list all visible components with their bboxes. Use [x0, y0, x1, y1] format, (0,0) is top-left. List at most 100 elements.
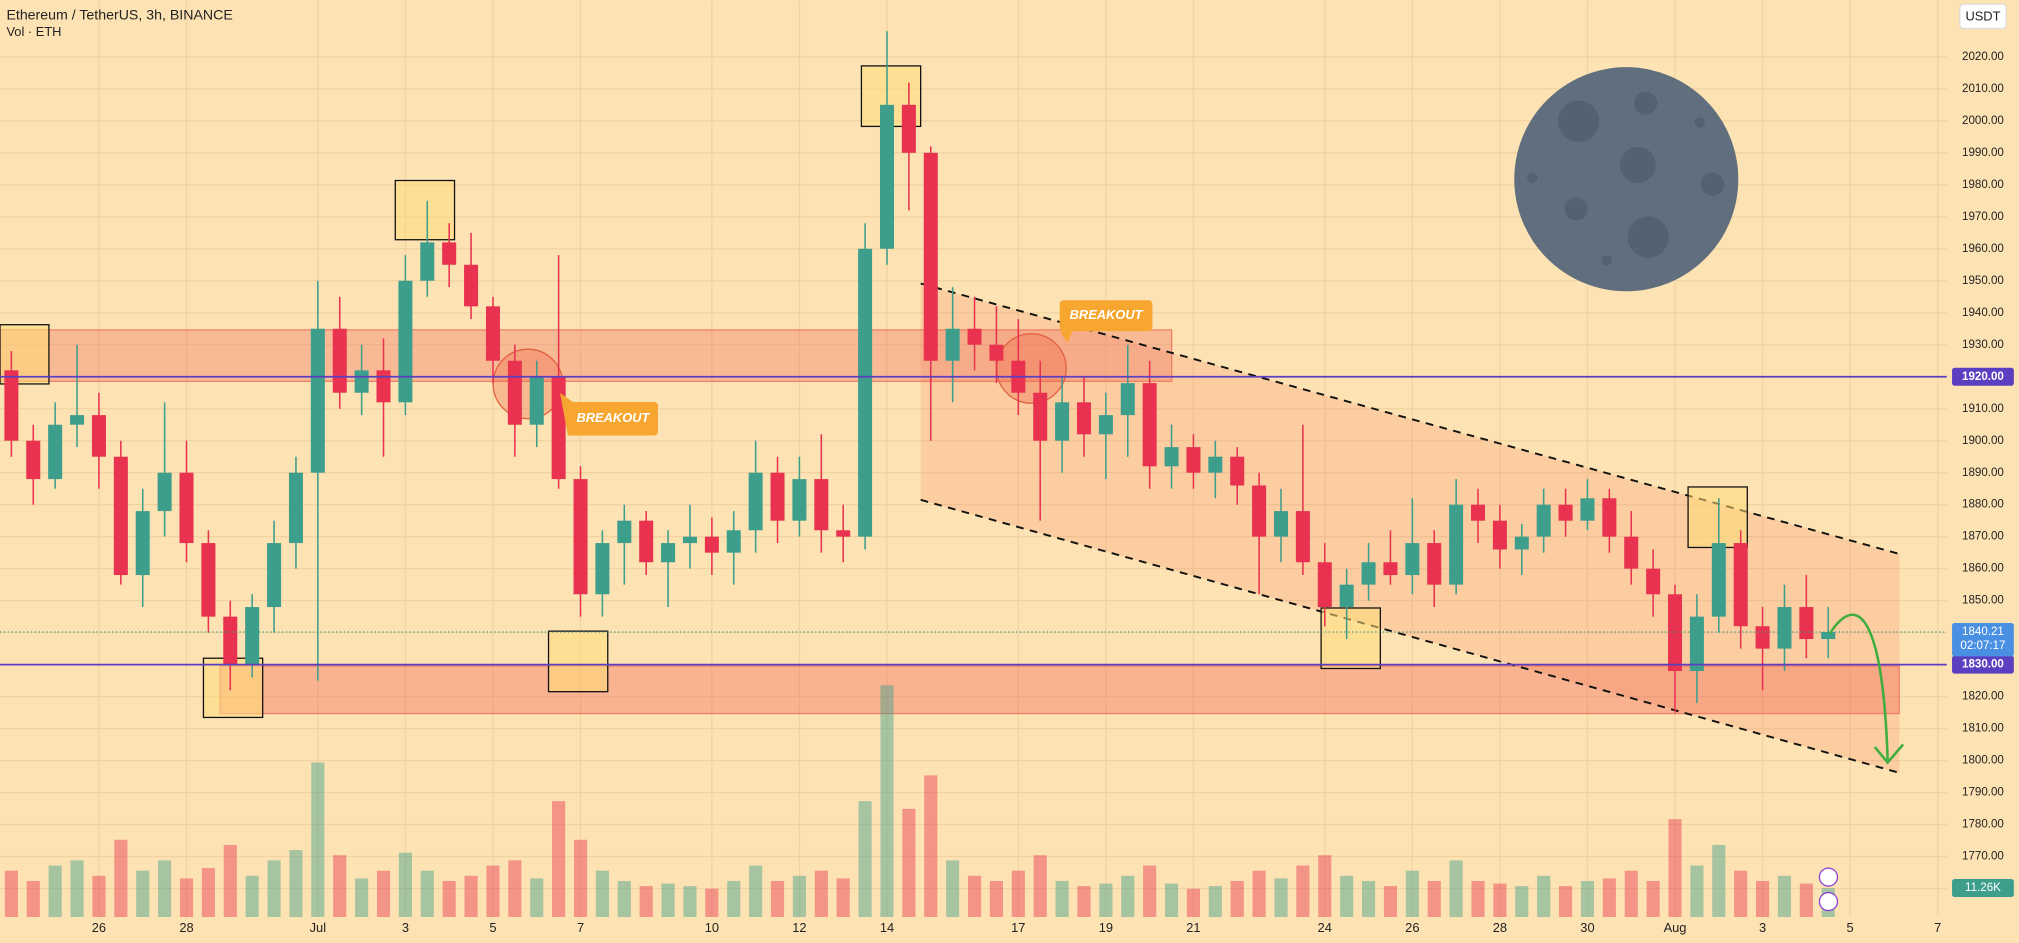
forecast-arrow [1828, 613, 1889, 760]
candle-body [704, 536, 719, 553]
currency[interactable]: USDT [1965, 8, 2000, 23]
overlay: 1760.001770.001780.001790.001800.001810.… [92, 51, 2014, 935]
icon[interactable] [1818, 891, 1839, 912]
y-tick-label: 2020.00 [1962, 51, 2004, 63]
candle-body [223, 616, 238, 665]
volume-bar [924, 775, 938, 918]
box [394, 179, 456, 241]
volume-bar [1559, 886, 1573, 918]
volume-bar [4, 870, 18, 918]
volume-bar [1252, 870, 1266, 918]
volume-bar [727, 880, 741, 918]
x-tick-label: 19 [1099, 920, 1113, 935]
volume-bar [245, 875, 259, 918]
volume-label: 11.26K [1965, 882, 2001, 894]
y-tick-label: 1900.00 [1962, 435, 2004, 447]
candle-body [332, 328, 347, 393]
volume-bar [661, 883, 675, 918]
candle-body [661, 543, 676, 563]
y-tick-label: 1820.00 [1962, 691, 2004, 703]
candle-body [1602, 498, 1617, 537]
candle-body [1536, 504, 1551, 537]
candle-body [485, 306, 500, 361]
level-label-bg [1952, 655, 2014, 674]
candle-body [1471, 504, 1486, 521]
candle-body [1821, 631, 1836, 640]
y-tick-label: 1860.00 [1962, 563, 2004, 575]
candle-body [179, 472, 194, 544]
candle-body [1383, 562, 1398, 576]
y-tick-label: 2010.00 [1962, 83, 2004, 95]
candle-body [4, 370, 19, 441]
callout-tail [1059, 331, 1073, 343]
volume-bar [880, 685, 894, 918]
volume-bar [1011, 870, 1025, 918]
y-tick-label: 1800.00 [1962, 755, 2004, 767]
volume-bar [289, 850, 303, 918]
candle-body [858, 248, 873, 537]
volume-bar [1471, 880, 1485, 918]
price-scale [1946, 0, 2019, 943]
candle-body [1514, 536, 1529, 550]
y-tick-label: 1810.00 [1962, 723, 2004, 735]
volume-bar [1055, 880, 1069, 918]
y-tick-label: 1850.00 [1962, 595, 2004, 607]
last-price-label: 1840.21 [1962, 626, 2004, 638]
volume-bar [92, 875, 106, 918]
box [1687, 486, 1748, 549]
candle-body [1317, 562, 1332, 608]
x-tick-label: 26 [1405, 920, 1419, 935]
candle-body [967, 328, 982, 345]
volume-bar [989, 880, 1003, 918]
icon[interactable] [1818, 867, 1839, 887]
candle-body [354, 370, 369, 393]
candle-body [1273, 511, 1289, 537]
volume-bar [683, 886, 697, 918]
channel [920, 283, 1900, 773]
volume-bar [70, 860, 84, 918]
volume-label-bg [1952, 879, 2014, 898]
candle-body [507, 360, 522, 425]
candle-body [1689, 616, 1704, 672]
x-tick-label: 5 [489, 920, 496, 935]
level-label-bg [1952, 367, 2014, 386]
volume-bar [398, 852, 412, 918]
volume-bar [1602, 878, 1616, 918]
x-tick-label: 28 [1493, 920, 1507, 935]
volume-bar [946, 860, 960, 918]
candle-body [398, 280, 413, 403]
candle-body [551, 376, 566, 480]
volume-bar [486, 865, 500, 918]
volume-bar [902, 808, 916, 918]
volume-bar [1493, 883, 1507, 918]
x-tick-label: 5 [1847, 920, 1854, 935]
y-tick-label: 1780.00 [1962, 819, 2004, 831]
volume-bar [1383, 886, 1398, 918]
candle-body [1799, 607, 1814, 640]
candle-body [26, 440, 41, 480]
candle-body [464, 264, 479, 307]
breakout-label-bg [1059, 300, 1153, 332]
candle-body [1055, 402, 1070, 441]
currency-button[interactable] [1959, 3, 2007, 30]
volume-bar [1361, 880, 1376, 918]
candle-body [1252, 485, 1267, 537]
candle-body [529, 376, 544, 425]
y-tick-label: 1990.00 [1962, 147, 2004, 159]
volume-bar [705, 888, 719, 918]
volume-bar [595, 870, 609, 918]
candle-body [267, 543, 282, 608]
volume-bar [311, 762, 325, 918]
volume-bar [967, 875, 982, 918]
volume-bar [792, 875, 806, 918]
x-tick-label: 28 [179, 920, 193, 935]
candle-body [245, 607, 260, 665]
candle-body [1033, 392, 1048, 441]
volume-legend: Vol · ETH [6, 24, 61, 39]
y-tick-label: 1880.00 [1962, 499, 2004, 511]
x-tick-label: 14 [880, 920, 894, 935]
level-label: 1830.00 [1962, 659, 2004, 671]
box [202, 657, 264, 719]
volume-bar [1164, 883, 1179, 918]
